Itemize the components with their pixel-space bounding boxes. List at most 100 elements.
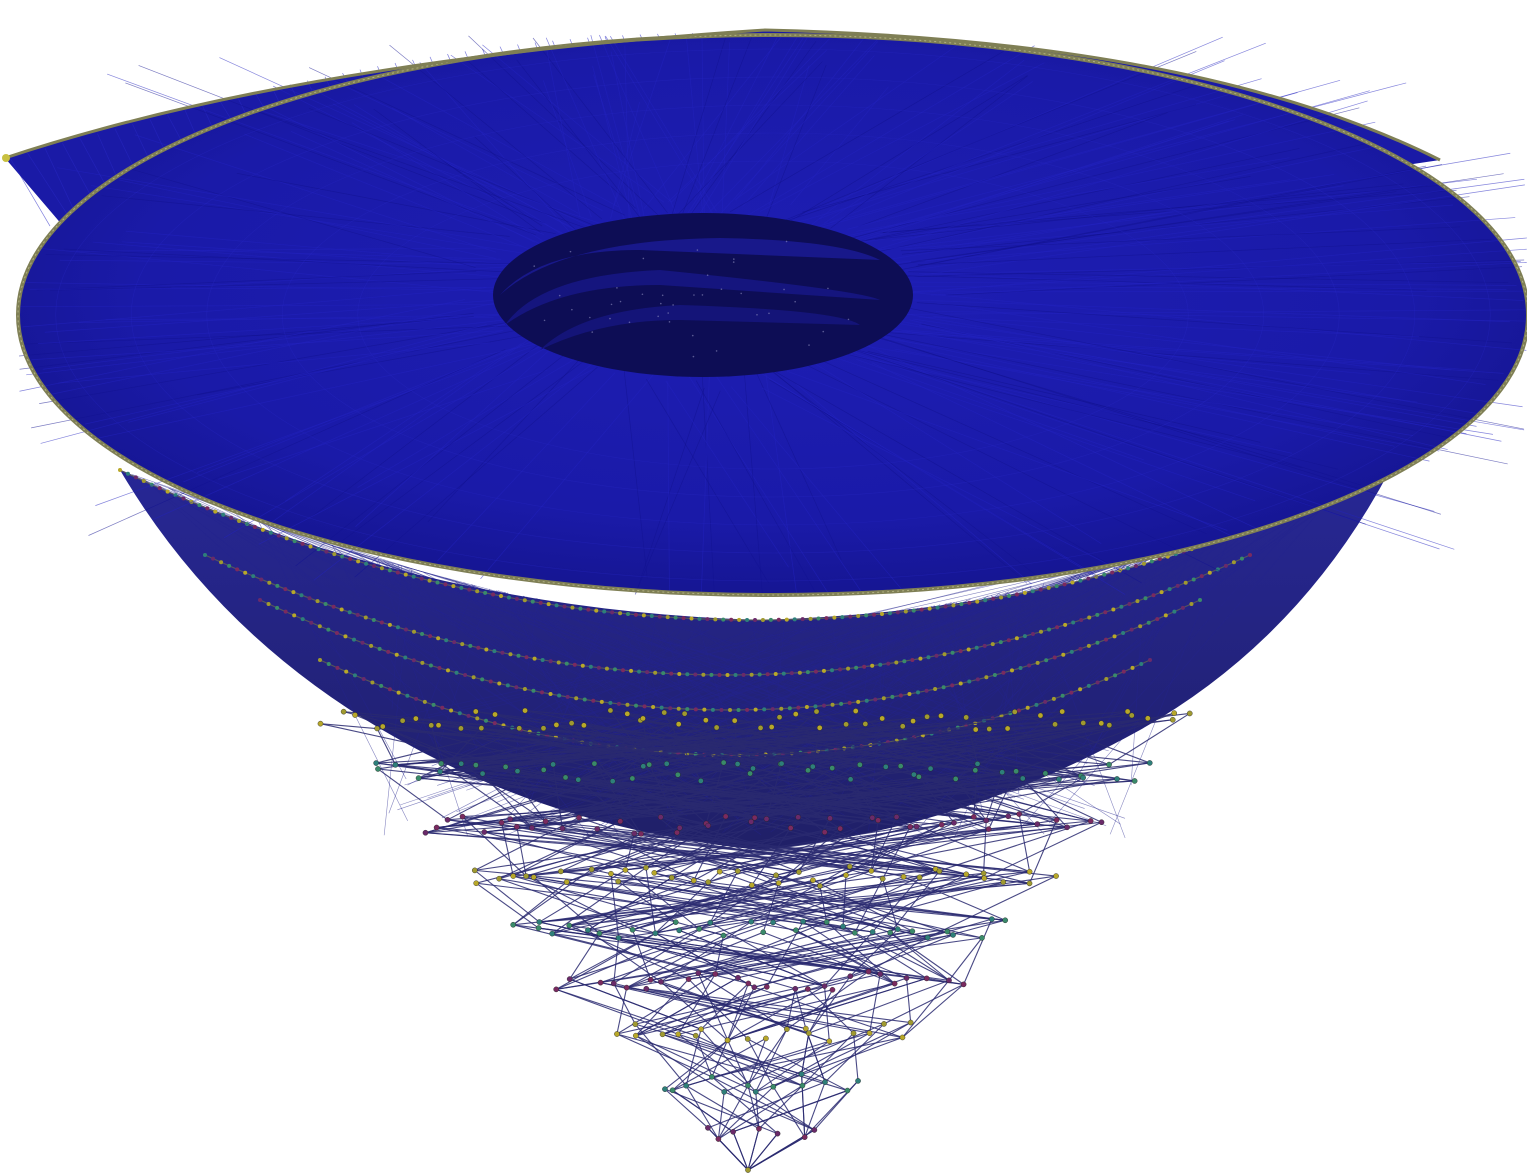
cone-node xyxy=(565,694,570,699)
tail-node xyxy=(703,717,709,723)
cone-edge xyxy=(552,601,951,769)
tail-node xyxy=(437,768,443,775)
cone-node xyxy=(864,698,869,703)
cone-node xyxy=(773,671,778,676)
tail-edge xyxy=(560,823,1038,872)
tail-node xyxy=(399,717,406,724)
tail-edge xyxy=(790,827,940,872)
cone-node xyxy=(275,583,280,588)
cone-node xyxy=(1078,646,1083,651)
disc-edge xyxy=(701,369,710,594)
hole-specks xyxy=(533,240,850,358)
disc-edge xyxy=(918,316,1420,337)
disc-edge xyxy=(929,261,1521,275)
tail-node xyxy=(643,864,649,871)
tail-node xyxy=(972,726,979,733)
disc-edge xyxy=(542,80,592,218)
tail-node xyxy=(658,978,664,985)
hole-speck xyxy=(691,334,694,337)
cone-node xyxy=(910,657,915,662)
disc-edge xyxy=(128,319,522,423)
cone-node xyxy=(880,612,884,616)
cone-node xyxy=(420,660,425,665)
tail-edge xyxy=(807,722,1102,771)
disc-edge xyxy=(826,354,1256,502)
tail-edge xyxy=(612,723,1056,782)
tail-node xyxy=(698,1026,704,1033)
tail-node xyxy=(705,822,711,829)
cone-node xyxy=(1159,590,1164,595)
tail-edge xyxy=(717,1091,725,1140)
cone-node xyxy=(768,617,773,622)
cone-node xyxy=(205,506,210,511)
tail-node xyxy=(716,868,723,875)
tail-node xyxy=(510,873,517,879)
cone-node xyxy=(414,696,419,701)
disc-edge xyxy=(823,81,1033,224)
tail-edge xyxy=(927,875,1057,939)
hole-speck xyxy=(657,315,659,318)
tail-node xyxy=(887,929,893,936)
cone-node xyxy=(966,647,971,652)
tail-node xyxy=(748,918,755,925)
cone-node xyxy=(275,605,280,610)
disc-edge xyxy=(19,299,465,392)
tail-edge xyxy=(795,713,931,770)
cone-node xyxy=(737,617,742,622)
cone-node xyxy=(1111,607,1116,612)
tail-node xyxy=(523,873,529,879)
tail-edge xyxy=(632,777,897,818)
cone-edge xyxy=(1090,538,1199,757)
cone-node xyxy=(1146,620,1151,625)
disc-edge xyxy=(391,107,579,214)
disc-edge xyxy=(857,152,1511,266)
tail-node xyxy=(496,875,502,882)
cone-edge xyxy=(373,557,590,836)
disc-edge xyxy=(218,369,548,480)
tail-edge xyxy=(679,929,825,987)
cone-node xyxy=(427,578,432,583)
disc-edge xyxy=(882,331,1499,381)
tail-edge xyxy=(732,1131,749,1171)
disc-edge xyxy=(58,342,490,384)
cone-edge xyxy=(1005,592,1020,794)
tail-node xyxy=(713,724,720,731)
tail-node xyxy=(1171,710,1177,716)
cone-edge xyxy=(123,471,795,771)
cone-edge xyxy=(1130,555,1147,786)
disc-edge xyxy=(830,342,1435,512)
tail-edge xyxy=(517,770,709,827)
cone-node xyxy=(387,622,392,627)
cone-node xyxy=(902,659,907,664)
hole-speck xyxy=(794,300,796,303)
cone-node xyxy=(1138,624,1143,629)
cone-node xyxy=(554,603,559,608)
tail-node xyxy=(643,985,650,992)
disc-edge xyxy=(872,164,1443,276)
tail-node xyxy=(805,767,811,774)
cone-node xyxy=(300,617,305,622)
cone-node xyxy=(894,660,899,665)
cone-node xyxy=(673,615,678,620)
cone-node xyxy=(484,647,489,652)
disc-edge xyxy=(786,370,1228,531)
cone-node xyxy=(1163,613,1168,618)
disc-edge xyxy=(671,34,727,214)
cone-node xyxy=(967,679,972,684)
cone-node xyxy=(1095,640,1100,645)
tail-edge xyxy=(737,931,948,979)
tail-edge xyxy=(599,885,821,934)
cone-node xyxy=(1030,631,1035,636)
cone-node xyxy=(443,582,448,587)
tail-node xyxy=(923,975,930,982)
cone-node xyxy=(657,614,662,619)
cone-node xyxy=(886,661,891,666)
cone-node xyxy=(428,634,433,639)
tail-node xyxy=(1098,819,1105,826)
tail-node xyxy=(900,873,907,880)
tail-node xyxy=(530,874,537,880)
disc-edge xyxy=(355,341,560,527)
tail-node xyxy=(514,768,521,774)
tail-edge xyxy=(484,831,626,871)
tail-node xyxy=(924,934,931,941)
